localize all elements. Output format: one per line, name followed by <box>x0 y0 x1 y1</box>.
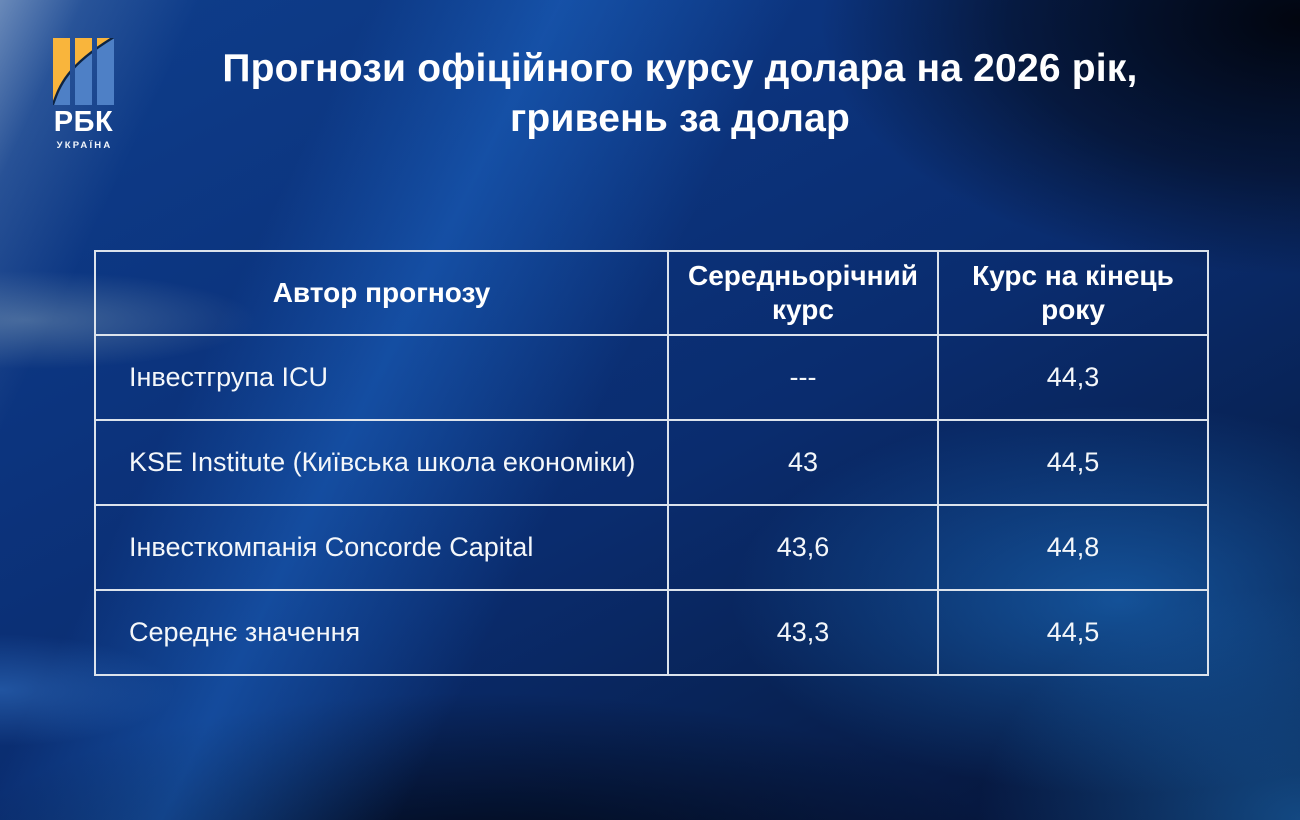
page-title: Прогнози офіційного курсу долара на 2026… <box>60 44 1300 144</box>
table-row: KSE Institute (Київська школа економіки)… <box>94 419 1209 506</box>
eoy-rate-cell: 44,5 <box>937 589 1209 676</box>
eoy-rate-cell: 44,5 <box>937 419 1209 506</box>
author-cell: Інвестгрупа ICU <box>94 334 669 421</box>
table-row: Середнє значення 43,3 44,5 <box>94 589 1209 676</box>
forecast-table: Автор прогнозу Середньорічний курс Курс … <box>94 250 1209 676</box>
brand-logo: РБК УКРАЇНА <box>53 38 114 151</box>
table-row: Інвестгрупа ICU --- 44,3 <box>94 334 1209 421</box>
brand-subtitle: УКРАЇНА <box>56 140 113 151</box>
avg-rate-cell: 43,6 <box>667 504 939 591</box>
author-cell: Інвесткомпанія Concorde Capital <box>94 504 669 591</box>
eoy-rate-cell: 44,3 <box>937 334 1209 421</box>
brand-name: РБК <box>53 106 114 138</box>
column-header-author: Автор прогнозу <box>94 250 669 336</box>
avg-rate-cell: 43,3 <box>667 589 939 676</box>
eoy-rate-cell: 44,8 <box>937 504 1209 591</box>
table-row: Інвесткомпанія Concorde Capital 43,6 44,… <box>94 504 1209 591</box>
logo-curve-line <box>53 38 114 105</box>
avg-rate-cell: 43 <box>667 419 939 506</box>
logo-blue-field <box>53 38 114 105</box>
avg-rate-cell: --- <box>667 334 939 421</box>
table-header-row: Автор прогнозу Середньорічний курс Курс … <box>94 250 1209 336</box>
column-header-avg-rate: Середньорічний курс <box>667 250 939 336</box>
page-title-line-2: гривень за долар <box>509 97 851 140</box>
rbc-logo-icon <box>53 38 114 105</box>
author-cell: KSE Institute (Київська школа економіки) <box>94 419 669 506</box>
page-title-line-1: Прогнози офіційного курсу долара на 2026… <box>222 47 1138 90</box>
author-cell: Середнє значення <box>94 589 669 676</box>
column-header-eoy-rate: Курс на кінець року <box>937 250 1209 336</box>
